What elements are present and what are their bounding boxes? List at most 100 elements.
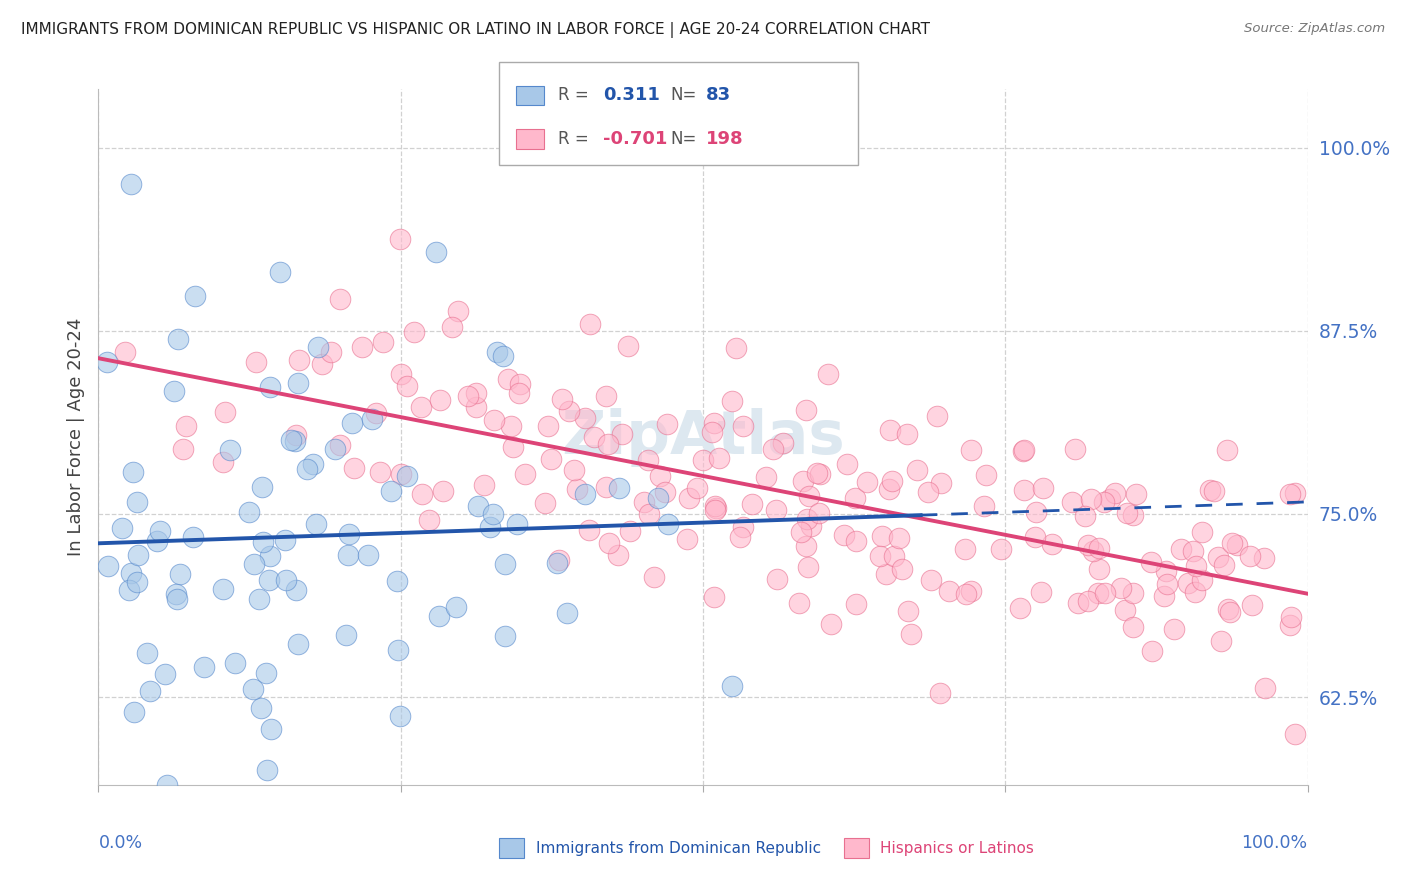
Point — [755, 470, 778, 484]
Point — [633, 495, 655, 509]
Point — [321, 345, 343, 359]
Point — [657, 516, 679, 531]
Point — [790, 525, 813, 540]
Point — [120, 178, 142, 192]
Point — [1122, 585, 1144, 599]
Point — [127, 549, 149, 563]
Point — [887, 531, 910, 545]
Point — [929, 476, 952, 491]
Point — [800, 519, 823, 533]
Point — [728, 531, 751, 545]
Point — [619, 524, 641, 539]
Point — [595, 480, 617, 494]
Point — [146, 534, 169, 549]
Point — [1279, 617, 1302, 632]
Point — [700, 425, 723, 439]
Point — [467, 499, 489, 513]
Point — [380, 484, 402, 499]
Point — [252, 535, 274, 549]
Point — [96, 355, 118, 369]
Point — [1073, 508, 1095, 523]
Point — [432, 483, 454, 498]
Point — [766, 572, 789, 586]
Point — [928, 685, 950, 699]
Point — [703, 591, 725, 605]
Point — [513, 467, 536, 481]
Point — [165, 587, 187, 601]
Point — [284, 583, 307, 598]
Point — [163, 384, 186, 398]
Point — [796, 559, 818, 574]
Point — [118, 582, 141, 597]
Point — [772, 435, 794, 450]
Text: -0.701: -0.701 — [603, 130, 668, 148]
Point — [817, 367, 839, 381]
Point — [114, 345, 136, 359]
Point — [122, 705, 145, 719]
Point — [1170, 541, 1192, 556]
Point — [276, 573, 298, 587]
Point — [193, 660, 215, 674]
Point — [247, 592, 270, 607]
Point — [973, 499, 995, 513]
Point — [478, 520, 501, 534]
Point — [302, 457, 325, 471]
Point — [509, 376, 531, 391]
Point — [1181, 544, 1204, 558]
Point — [389, 367, 412, 381]
Point — [797, 490, 820, 504]
Point — [172, 442, 194, 457]
Point — [260, 722, 283, 736]
Point — [457, 389, 479, 403]
Point — [707, 451, 730, 466]
Point — [183, 288, 205, 302]
Point — [174, 418, 197, 433]
Point — [411, 400, 433, 414]
Point — [254, 666, 277, 681]
Point — [534, 496, 557, 510]
Point — [505, 516, 527, 531]
Point — [959, 583, 981, 598]
Point — [880, 475, 903, 489]
Point — [808, 467, 831, 482]
Point — [284, 434, 307, 448]
Point — [389, 467, 412, 481]
Point — [596, 437, 619, 451]
Point — [139, 684, 162, 698]
Point — [891, 562, 914, 576]
Point — [1111, 582, 1133, 596]
Point — [1156, 565, 1178, 579]
Point — [905, 462, 928, 476]
Point — [148, 524, 170, 539]
Point — [883, 549, 905, 563]
Point — [548, 553, 571, 567]
Point — [238, 505, 260, 519]
Point — [762, 442, 785, 457]
Point — [1087, 586, 1109, 600]
Point — [703, 416, 725, 430]
Point — [567, 482, 589, 496]
Point — [259, 549, 281, 564]
Point — [1122, 620, 1144, 634]
Point — [1088, 541, 1111, 555]
Point — [287, 376, 309, 390]
Point — [1077, 594, 1099, 608]
Point — [472, 478, 495, 492]
Point — [1284, 727, 1306, 741]
Point — [288, 352, 311, 367]
Point — [1209, 633, 1232, 648]
Point — [121, 465, 143, 479]
Point — [305, 516, 328, 531]
Point — [295, 462, 318, 476]
Point — [1177, 576, 1199, 591]
Point — [1279, 610, 1302, 624]
Point — [323, 442, 346, 456]
Point — [1278, 486, 1301, 500]
Point — [501, 418, 523, 433]
Point — [285, 428, 308, 442]
Point — [806, 466, 828, 480]
Point — [1081, 543, 1104, 558]
Text: N=: N= — [671, 130, 697, 148]
Point — [212, 455, 235, 469]
Point — [1218, 602, 1240, 616]
